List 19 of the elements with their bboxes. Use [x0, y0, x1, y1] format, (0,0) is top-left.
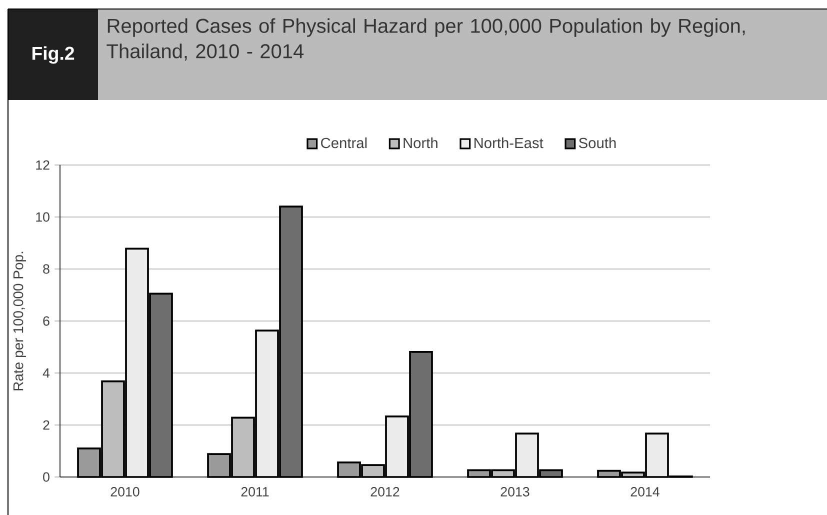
y-tick-label: 6 — [43, 316, 50, 326]
y-tick-label: 4 — [42, 368, 50, 378]
x-tick-label: 2011 — [241, 487, 269, 496]
legend-label: North — [404, 137, 438, 148]
x-tick-label: 2010 — [110, 487, 140, 496]
caption: Fig.2 — [32, 46, 74, 64]
legend-label: North-East — [474, 137, 544, 148]
x-tick-label: 2013 — [500, 487, 530, 496]
legend-label: Central — [321, 137, 367, 148]
y-tick-label: 2 — [43, 420, 50, 430]
y-axis-title: Rate per 100,000 Pop. — [13, 252, 26, 390]
y-tick-label: 0 — [43, 472, 50, 482]
chart-title: Reported Cases of Physical Hazard per 100,000 Population by Region, Thailand, 2010 - 2014 — [106, 18, 745, 61]
y-tick-label: 8 — [43, 264, 50, 274]
x-tick-label: 2014 — [630, 487, 660, 496]
y-tick-label: 12 — [36, 160, 50, 170]
x-tick-label: 2012 — [370, 487, 400, 496]
legend-label: South — [578, 137, 616, 148]
y-tick-label: 10 — [36, 212, 50, 222]
